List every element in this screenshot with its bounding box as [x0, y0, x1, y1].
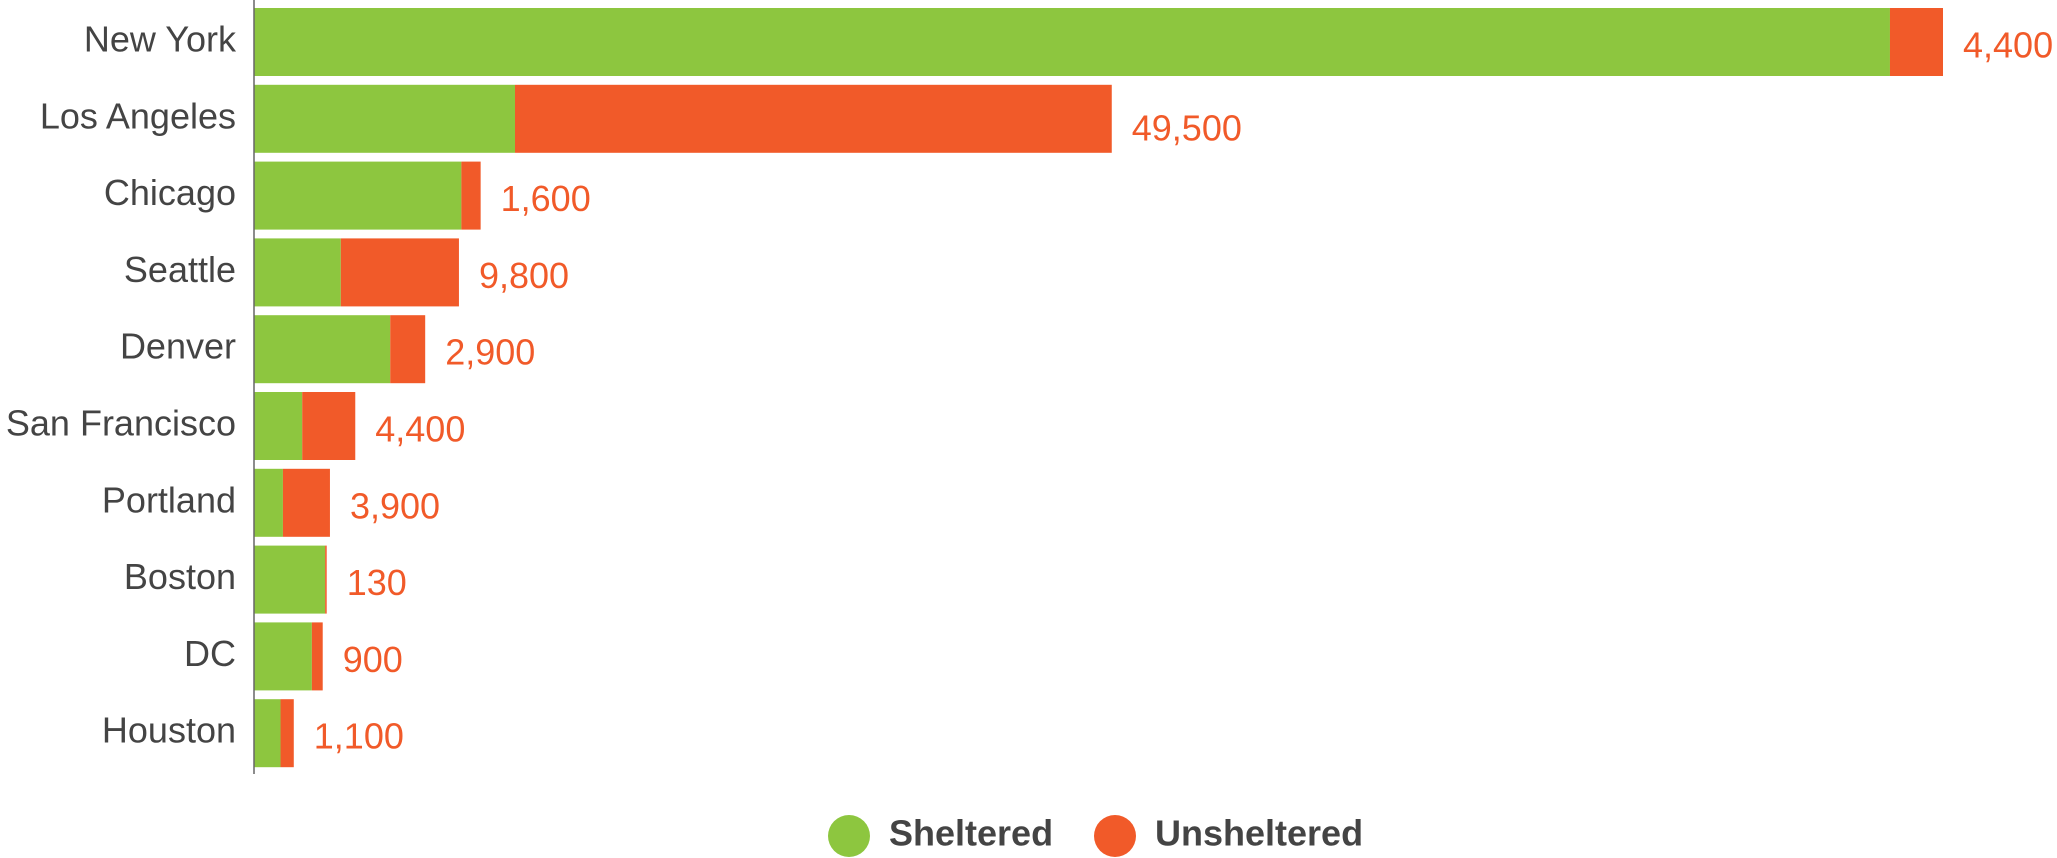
bar-segment	[280, 699, 294, 768]
bar-segment	[1889, 8, 1943, 76]
bar-segment	[325, 545, 327, 614]
category-label: Seattle	[124, 249, 236, 290]
bar-segment	[515, 84, 1112, 153]
category-label: San Francisco	[6, 403, 236, 444]
bar-segment	[254, 8, 1890, 76]
data-label: 2,900	[445, 332, 535, 373]
legend-label: Unsheltered	[1155, 813, 1363, 854]
category-label: Portland	[102, 479, 236, 520]
category-label: Los Angeles	[40, 95, 236, 136]
bar-segment	[302, 392, 356, 460]
data-label: 4,400	[375, 409, 465, 450]
data-label: 3,900	[350, 485, 440, 526]
legend-swatch	[1094, 815, 1136, 857]
data-label: 4,400	[1963, 25, 2053, 66]
data-label: 130	[347, 562, 407, 603]
data-label: 49,500	[1132, 107, 1242, 148]
bar-segment	[254, 468, 283, 537]
bar-segment	[254, 392, 303, 460]
data-label: 1,100	[314, 716, 404, 757]
data-label: 1,600	[501, 178, 591, 219]
bar-segment	[254, 84, 516, 153]
bar-segment	[254, 315, 391, 384]
category-label: New York	[84, 19, 237, 60]
category-label: DC	[184, 633, 236, 674]
data-label: 900	[343, 639, 403, 680]
category-label: Houston	[102, 710, 236, 751]
bar-segment	[254, 545, 326, 614]
bar-segment	[254, 238, 341, 307]
legend-label: Sheltered	[889, 813, 1053, 854]
bar-segment	[390, 315, 426, 384]
category-label: Chicago	[104, 172, 236, 213]
data-label: 9,800	[479, 255, 569, 296]
category-label: Boston	[124, 556, 236, 597]
category-label: Denver	[120, 326, 236, 367]
bar-segment	[254, 622, 312, 691]
bar-segment	[282, 468, 330, 537]
bar-segment	[340, 238, 459, 307]
bar-segment	[461, 161, 481, 230]
bar-segment	[254, 699, 281, 768]
bar-segment	[311, 622, 323, 691]
bar-segment	[254, 161, 462, 230]
legend-swatch	[828, 815, 870, 857]
